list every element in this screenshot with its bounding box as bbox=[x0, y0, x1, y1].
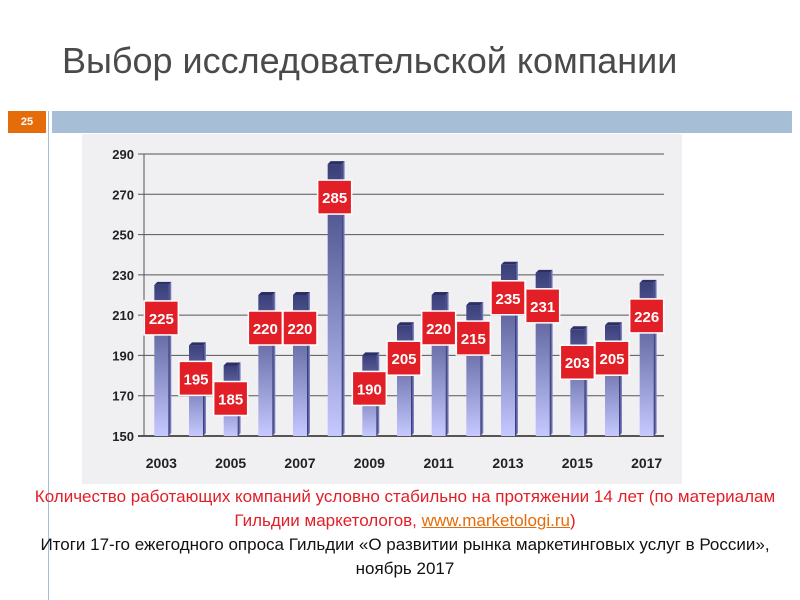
x-tick-label: 2007 bbox=[284, 455, 315, 471]
data-label: 285 bbox=[322, 190, 347, 207]
x-tick-label: 2009 bbox=[354, 455, 385, 471]
header-strip bbox=[52, 111, 792, 133]
data-label: 215 bbox=[461, 331, 486, 348]
bar-top bbox=[639, 279, 657, 283]
bar-top bbox=[327, 161, 345, 165]
bar-top bbox=[535, 269, 553, 273]
data-label-box bbox=[143, 300, 180, 336]
y-tick-label: 290 bbox=[112, 147, 134, 162]
data-label-box bbox=[282, 310, 318, 346]
bar-top bbox=[223, 362, 241, 366]
data-label-box bbox=[351, 370, 388, 407]
x-tick-label: 2005 bbox=[215, 455, 246, 471]
data-label-box bbox=[455, 320, 492, 356]
data-label: 203 bbox=[565, 355, 590, 372]
data-label: 226 bbox=[634, 309, 659, 326]
slide-number: 25 bbox=[8, 111, 46, 133]
bar-top bbox=[431, 292, 449, 295]
data-label: 220 bbox=[287, 321, 312, 338]
x-tick-label: 2017 bbox=[631, 455, 662, 471]
data-label-box bbox=[628, 298, 665, 334]
data-label-box bbox=[524, 288, 561, 324]
data-label: 220 bbox=[426, 321, 451, 338]
data-label: 190 bbox=[357, 381, 382, 398]
data-label: 225 bbox=[149, 311, 174, 328]
data-label: 205 bbox=[599, 351, 624, 368]
bar-top bbox=[605, 322, 622, 326]
data-label-box bbox=[178, 360, 214, 397]
bar-top bbox=[154, 281, 172, 285]
data-label: 185 bbox=[218, 392, 243, 409]
data-label-box bbox=[316, 179, 353, 215]
data-label-box bbox=[212, 380, 249, 417]
y-tick-label: 210 bbox=[112, 308, 134, 323]
caption-close-paren: ) bbox=[569, 511, 576, 530]
x-tick-label: 2003 bbox=[146, 455, 177, 471]
y-tick-label: 270 bbox=[112, 187, 134, 202]
x-tick-label: 2013 bbox=[492, 455, 523, 471]
slide-title: Выбор исследовательской компании bbox=[62, 40, 678, 81]
source-link[interactable]: www.marketologi.ru bbox=[421, 511, 570, 530]
y-tick-label: 190 bbox=[112, 348, 134, 363]
chart-area: 225 195 185 220 220 285 190 205 220 215 235 231 203 2… bbox=[82, 134, 682, 484]
bar-side bbox=[619, 322, 622, 436]
y-tick-label: 250 bbox=[112, 228, 134, 243]
bar-chart: 225 195 185 220 220 285 190 205 220 215 235 231 203 2… bbox=[82, 134, 682, 484]
bar-top bbox=[258, 292, 276, 295]
data-label: 195 bbox=[183, 371, 208, 388]
data-label: 231 bbox=[530, 299, 555, 316]
bar-top bbox=[189, 342, 206, 346]
left-divider bbox=[48, 111, 49, 600]
bar-top bbox=[397, 322, 414, 326]
bar-side bbox=[341, 161, 345, 437]
data-label: 220 bbox=[253, 321, 278, 338]
bar-top bbox=[466, 302, 484, 306]
caption-text: Количество работающих компаний условно с… bbox=[34, 487, 776, 530]
x-tick-label: 2015 bbox=[562, 455, 593, 471]
caption-survey: Итоги 17-го ежегодного опроса Гильдии «О… bbox=[40, 535, 770, 578]
data-label-box bbox=[594, 340, 630, 376]
data-label: 205 bbox=[391, 351, 416, 368]
data-label: 235 bbox=[495, 291, 520, 308]
bar-side bbox=[411, 322, 414, 436]
data-label-box bbox=[386, 340, 422, 376]
bar-top bbox=[501, 261, 518, 265]
y-tick-label: 150 bbox=[112, 429, 134, 444]
data-label-box bbox=[490, 280, 526, 316]
x-tick-label: 2011 bbox=[423, 455, 454, 471]
y-tick-label: 230 bbox=[112, 268, 134, 283]
caption: Количество работающих компаний условно с… bbox=[20, 485, 790, 581]
y-tick-label: 170 bbox=[112, 389, 134, 404]
bar-top bbox=[293, 292, 310, 295]
bar-side bbox=[584, 326, 588, 436]
bar-top bbox=[362, 352, 380, 356]
bar-top bbox=[570, 326, 588, 330]
bar bbox=[327, 164, 342, 437]
